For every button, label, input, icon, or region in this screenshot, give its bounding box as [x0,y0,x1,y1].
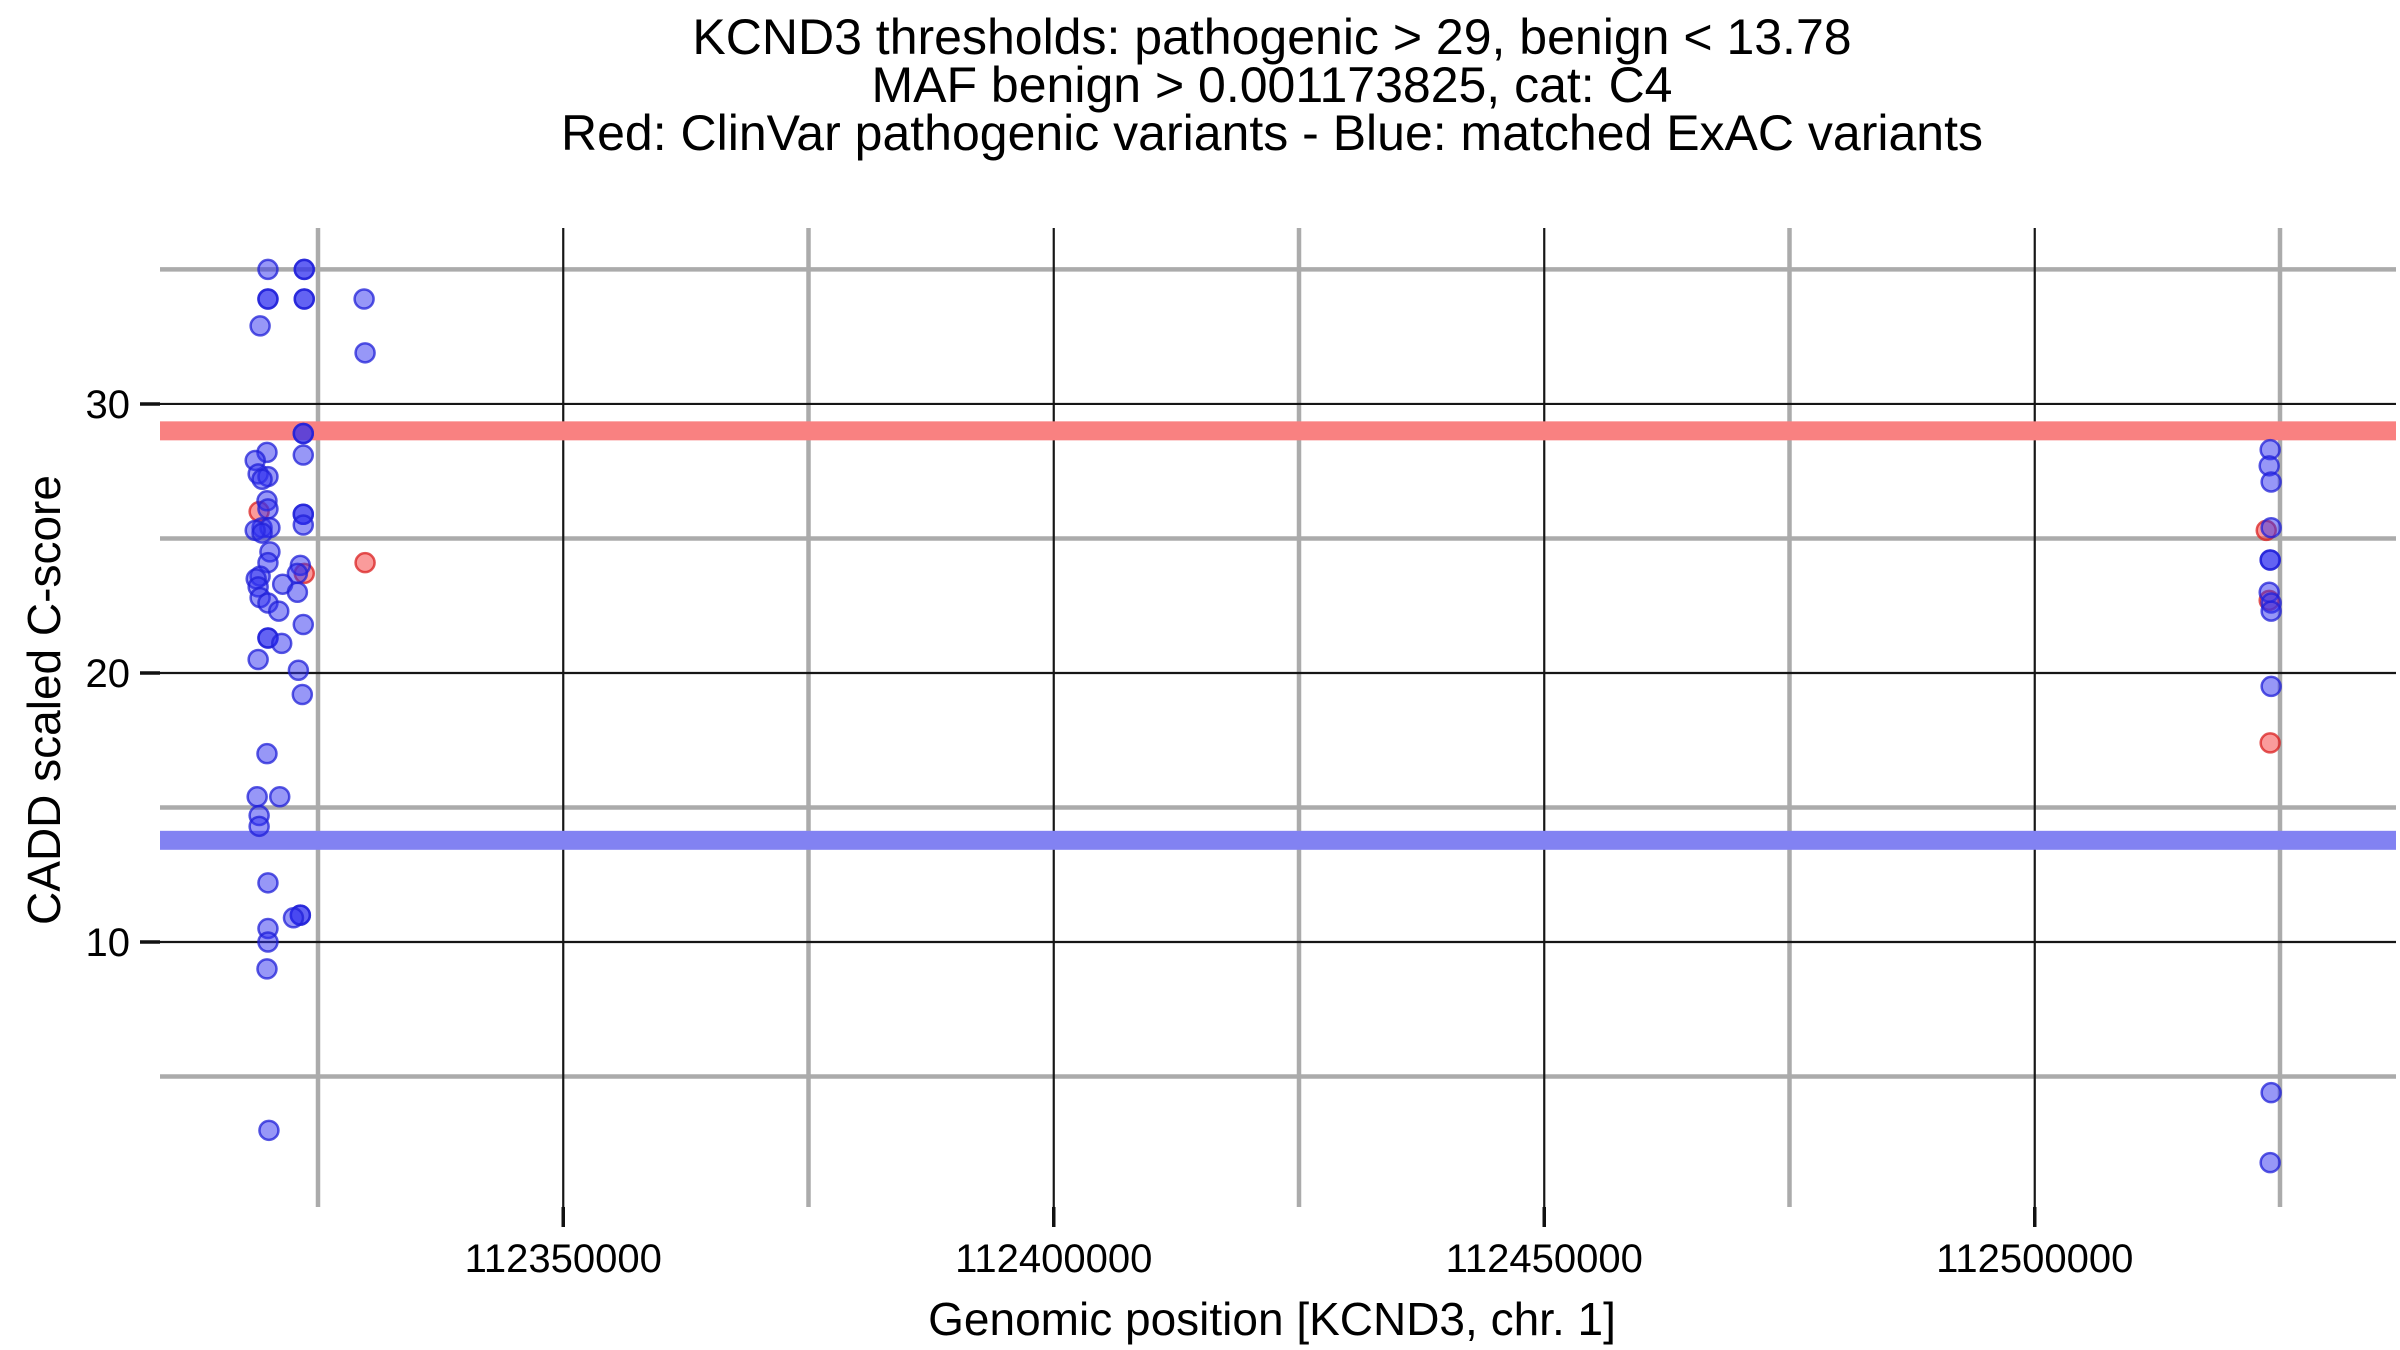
exac-variant-point [248,815,270,838]
exac-variant-point [257,498,279,520]
exac-variant-point [257,288,279,310]
exac-variant-point [257,931,279,953]
x-tick-label: 112400000 [955,1237,1152,1281]
exac-variant-point [256,958,278,980]
plot-title-line-1: KCND3 thresholds: pathogenic > 29, benig… [692,9,1852,65]
exac-variant-point [2259,549,2281,571]
pathogenic-threshold-band [160,421,2396,441]
exac-variant-point [251,522,273,544]
exac-variant-point [2260,675,2282,698]
y-tick-label: 10 [86,921,131,965]
exac-variant-point [257,872,279,894]
exac-variant-point [2260,1081,2282,1104]
exac-variant-point [2259,1151,2281,1174]
exac-variant-point [258,1119,280,1142]
exac-variant-point [2260,600,2282,622]
exac-variant-point [256,742,278,765]
exac-variant-point [287,659,310,682]
exac-variant-point [2260,516,2282,539]
exac-variant-point [292,613,315,636]
x-tick-label: 112450000 [1446,1237,1643,1281]
plot-title-line-3: Red: ClinVar pathogenic variants - Blue:… [561,105,1983,161]
y-axis-title: CADD scaled C-score [18,475,70,925]
exac-variant-point [286,581,309,604]
exac-variant-point [257,258,279,281]
exac-variant-point [292,444,315,466]
x-tick-label: 112350000 [465,1237,662,1281]
y-tick-label: 20 [86,652,131,696]
pathogenic-variant-point [354,551,376,574]
exac-variant-point [268,785,291,808]
exac-variant-point [246,785,268,808]
exac-variant-point [291,683,314,706]
x-axis-title: Genomic position [KCND3, chr. 1] [928,1293,1616,1345]
exac-variant-point [292,514,315,536]
exac-variant-point [354,342,376,364]
exac-variant-point [249,315,271,337]
plot-title-line-2: MAF benign > 0.001173825, cat: C4 [871,57,1673,113]
y-tick-label: 30 [86,383,131,427]
benign-threshold-band [160,830,2396,850]
exac-variant-point [251,468,273,491]
exac-variant-point [353,288,375,310]
exac-variant-point [293,288,316,310]
exac-variant-point [2260,471,2282,493]
exac-variant-point [282,907,305,929]
exac-variant-point [292,422,315,445]
x-tick-label: 112500000 [1936,1237,2133,1281]
pathogenic-variant-point [2259,732,2281,754]
exac-variant-point [268,600,290,622]
exac-variant-point [293,258,316,281]
exac-variant-point [247,648,269,671]
exac-variant-point [270,632,293,655]
